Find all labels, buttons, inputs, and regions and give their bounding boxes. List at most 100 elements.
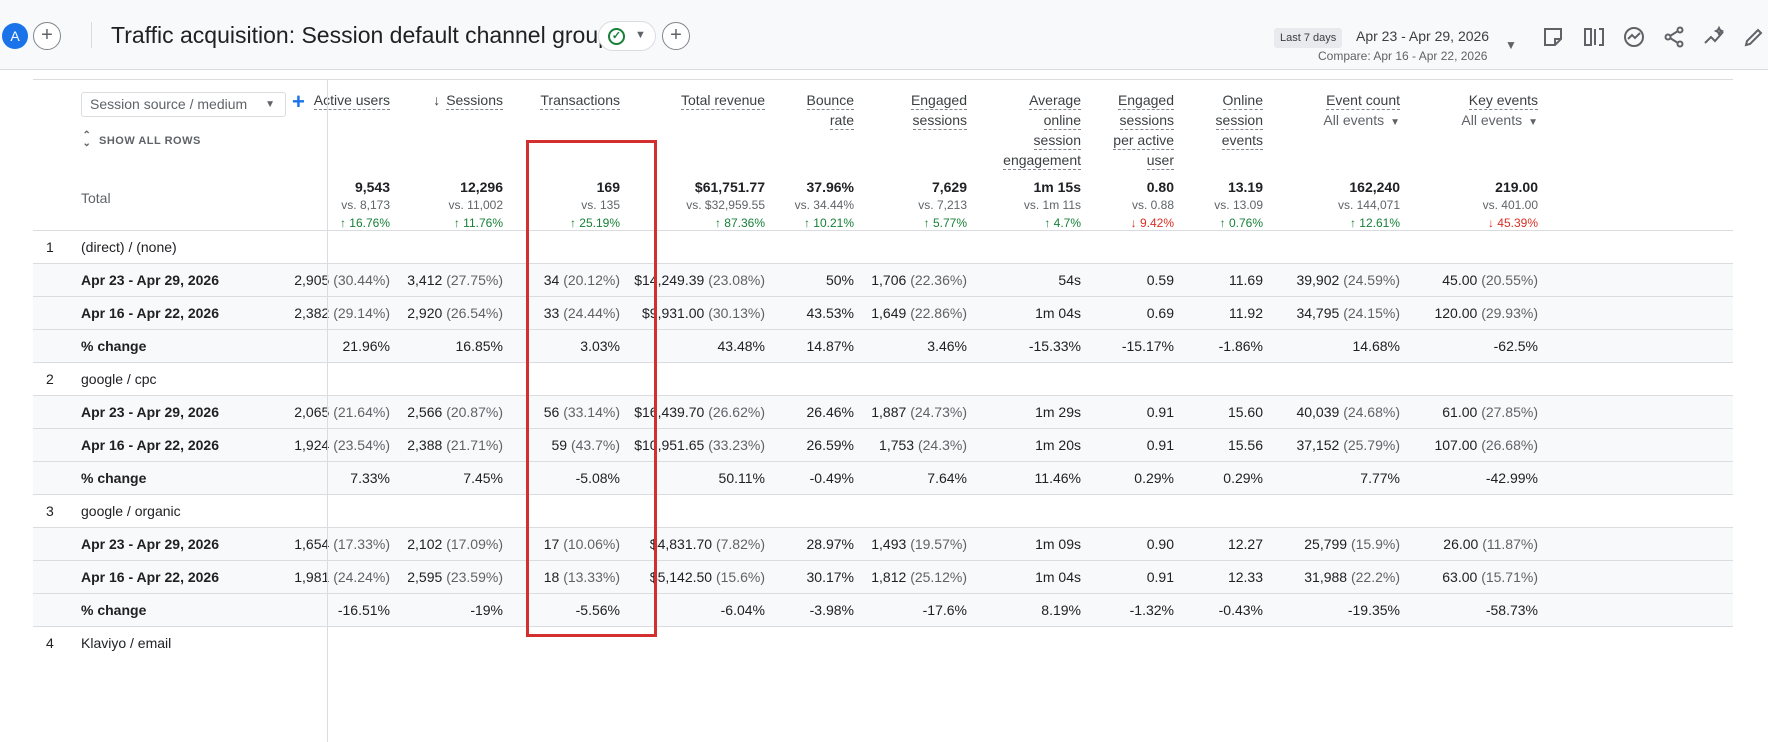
- row-dimension-label: (direct) / (none): [81, 239, 177, 255]
- cell-value: 1m 20s: [1035, 437, 1081, 453]
- date-preset-label[interactable]: Last 7 days: [1274, 28, 1343, 48]
- total-compare-value: vs. 34.44%: [794, 198, 854, 212]
- cell-value: 26.46%: [806, 404, 854, 420]
- table-cell: -42.99%: [1408, 470, 1538, 486]
- table-cell: 2,566 (20.87%): [393, 404, 503, 420]
- cell-value: 12.33: [1227, 569, 1263, 585]
- expand-collapse-icon: ⌃ ⌄: [82, 130, 92, 149]
- total-compare-value: vs. 11,002: [448, 198, 503, 212]
- total-change-badge: ↑ 87.36%: [714, 216, 765, 230]
- event-filter-label: All events: [1323, 112, 1385, 128]
- table-row[interactable]: % change 7.33% 7.45% -5.08% 50.11% -0.49% 7.64…: [33, 461, 1733, 494]
- total-cell: 219.00 vs. 401.00 ↓ 45.39%: [1408, 178, 1538, 232]
- table-row[interactable]: Apr 16 - Apr 22, 2026 1,981 (24.24%) 2,595…: [33, 560, 1733, 593]
- table-row[interactable]: Apr 16 - Apr 22, 2026 1,924 (23.54%) 2,388…: [33, 428, 1733, 461]
- table-cell: 2,382 (29.14%): [280, 305, 390, 321]
- column-header[interactable]: ↓ Sessions: [393, 90, 503, 110]
- cell-value: 26.00: [1443, 536, 1479, 552]
- cell-percent: (20.12%): [563, 272, 620, 288]
- table-cell: -58.73%: [1408, 602, 1538, 618]
- row-date-range-label: Apr 16 - Apr 22, 2026: [81, 305, 219, 321]
- event-filter-label: All events: [1461, 112, 1523, 128]
- table-cell: $9,931.00 (30.13%): [625, 305, 765, 321]
- edit-note-icon[interactable]: [1541, 25, 1565, 49]
- cell-percent: (29.14%): [333, 305, 390, 321]
- table-row[interactable]: Apr 23 - Apr 29, 2026 2,065 (21.64%) 2,566…: [33, 395, 1733, 428]
- column-header[interactable]: Transactions: [510, 90, 620, 110]
- table-row[interactable]: % change -16.51% -19% -5.56% -6.04% -3.98% -17…: [33, 593, 1733, 626]
- cell-value: 1m 09s: [1035, 536, 1081, 552]
- cell-value: 11.46%: [1034, 470, 1081, 486]
- add-dimension-button[interactable]: +: [292, 89, 305, 114]
- column-header[interactable]: Total revenue: [625, 90, 765, 110]
- table-row-group[interactable]: 1 (direct) / (none): [33, 230, 1733, 263]
- column-header-line: rate: [764, 110, 854, 130]
- cell-percent: (17.33%): [333, 536, 390, 552]
- table-cell: 26.59%: [764, 437, 854, 453]
- column-header[interactable]: Event count All events ▼: [1270, 90, 1400, 133]
- date-dropdown-chevron-icon[interactable]: ▼: [1505, 38, 1517, 52]
- row-dimension-label: Klaviyo / email: [81, 635, 172, 651]
- table-cell: 7.64%: [857, 470, 967, 486]
- table-cell: 0.90: [1084, 536, 1174, 552]
- table-cell: 39,902 (24.59%): [1270, 272, 1400, 288]
- column-header-line: sessions: [1084, 110, 1174, 130]
- cell-value: $10,951.65: [634, 437, 705, 453]
- event-filter-dropdown[interactable]: All events ▼: [1408, 110, 1538, 133]
- table-row[interactable]: Apr 23 - Apr 29, 2026 1,654 (17.33%) 2,102…: [33, 527, 1733, 560]
- total-value: 13.19: [1227, 179, 1263, 195]
- cell-value: -0.43%: [1218, 602, 1263, 618]
- table-cell: 54s: [961, 272, 1081, 288]
- account-avatar[interactable]: A: [2, 23, 28, 49]
- cell-percent: (27.85%): [1481, 404, 1538, 420]
- table-row-group[interactable]: 3 google / organic: [33, 494, 1733, 527]
- dimension-select[interactable]: Session source / medium ▼: [81, 92, 286, 117]
- column-header[interactable]: Engaged sessions per active user: [1084, 90, 1174, 170]
- date-range[interactable]: Apr 23 - Apr 29, 2026: [1356, 28, 1490, 44]
- cell-value: 2,905: [294, 272, 330, 288]
- column-header[interactable]: Engaged sessions: [857, 90, 967, 130]
- column-header[interactable]: Bounce rate: [764, 90, 854, 130]
- cell-value: 1,924: [294, 437, 330, 453]
- table-cell: 18 (13.33%): [510, 569, 620, 585]
- cell-value: -19.35%: [1347, 602, 1400, 618]
- table-row-group[interactable]: 2 google / cpc: [33, 362, 1733, 395]
- table-row[interactable]: Apr 16 - Apr 22, 2026 2,382 (29.14%) 2,920…: [33, 296, 1733, 329]
- column-header-text: Engaged: [910, 92, 967, 110]
- compare-columns-icon[interactable]: [1582, 25, 1606, 49]
- table-cell: 12.27: [1173, 536, 1263, 552]
- cell-value: 1,493: [871, 536, 907, 552]
- table-cell: 56 (33.14%): [510, 404, 620, 420]
- column-header[interactable]: Active users: [280, 90, 390, 110]
- table-cell: 12.33: [1173, 569, 1263, 585]
- table-row[interactable]: Apr 23 - Apr 29, 2026 2,905 (30.44%) 3,412…: [33, 263, 1733, 296]
- show-all-rows-button[interactable]: ⌃ ⌄ SHOW ALL ROWS: [81, 130, 201, 149]
- table-row[interactable]: % change 21.96% 16.85% 3.03% 43.48% 14.87% 3.4…: [33, 329, 1733, 362]
- table-row-group[interactable]: 4 Klaviyo / email: [33, 626, 1733, 659]
- page-title: Traffic acquisition: Session default cha…: [111, 22, 611, 48]
- column-header-text: sessions: [1119, 112, 1174, 130]
- add-filter-button[interactable]: +: [662, 22, 690, 50]
- sparkle-trend-icon[interactable]: [1702, 25, 1726, 49]
- cell-value: 28.97%: [806, 536, 854, 552]
- column-header[interactable]: Average online session engagement: [961, 90, 1081, 170]
- pencil-icon[interactable]: [1742, 25, 1766, 49]
- table-cell: 33 (24.44%): [510, 305, 620, 321]
- column-header[interactable]: Online session events: [1173, 90, 1263, 150]
- cell-value: 16.85%: [455, 338, 503, 354]
- column-header[interactable]: Key events All events ▼: [1408, 90, 1538, 133]
- table-cell: 0.91: [1084, 404, 1174, 420]
- event-filter-dropdown[interactable]: All events ▼: [1270, 110, 1400, 133]
- total-cell: 12,296 vs. 11,002 ↑ 11.76%: [393, 178, 503, 232]
- sort-descending-arrow-icon[interactable]: ↓: [433, 92, 441, 108]
- insights-chart-icon[interactable]: [1622, 25, 1646, 49]
- status-check-dropdown[interactable]: ✓ ▼: [598, 21, 656, 51]
- row-date-range-label: % change: [81, 470, 147, 486]
- compare-date-range[interactable]: Compare: Apr 16 - Apr 22, 2026: [1318, 49, 1488, 63]
- column-header-text: online: [1043, 112, 1081, 130]
- share-icon[interactable]: [1662, 25, 1686, 49]
- add-comparison-button[interactable]: +: [33, 22, 61, 50]
- cell-value: 26.59%: [806, 437, 854, 453]
- table-cell: -3.98%: [764, 602, 854, 618]
- cell-value: 43.53%: [806, 305, 854, 321]
